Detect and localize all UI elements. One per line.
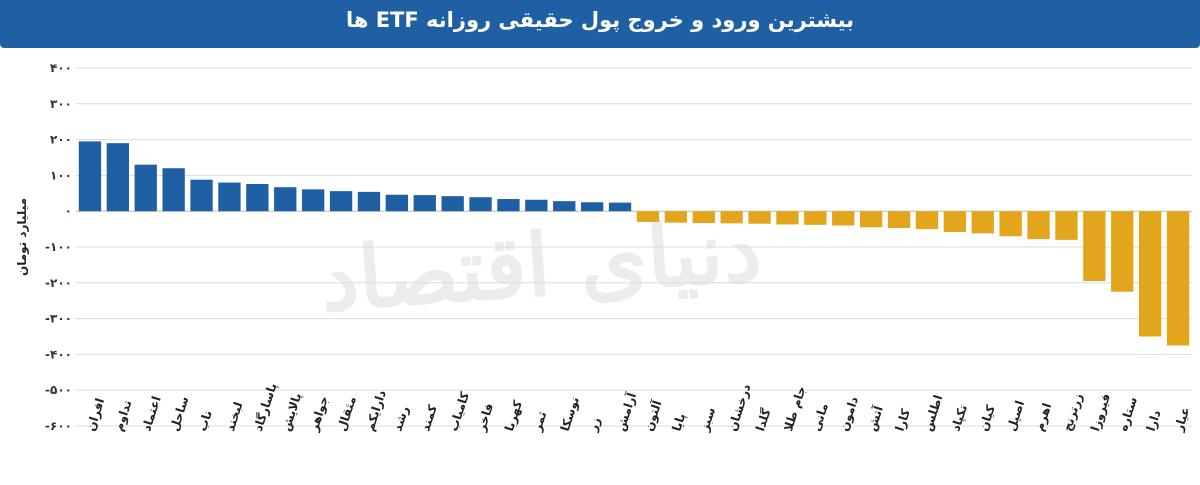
- bar: [525, 199, 548, 212]
- category-label: اهرم: [1032, 401, 1055, 433]
- category-label: ستاره: [1116, 395, 1140, 433]
- bar: [664, 211, 688, 223]
- bar: [748, 211, 771, 224]
- category-label: دامون: [837, 395, 862, 433]
- bar: [971, 211, 994, 234]
- bar: [134, 164, 157, 212]
- y-tick-label: -۲۰۰: [45, 276, 72, 290]
- bar: [441, 196, 464, 212]
- bar: [943, 211, 967, 232]
- y-tick-labels: ۴۰۰ ۳۰۰ ۲۰۰ ۱۰۰ ۰ -۱۰۰ -۲۰۰ -۳۰۰ -۴۰۰ -۵۰۰ -۶۰۰: [45, 61, 72, 433]
- bar: [720, 211, 743, 224]
- chart-title: بیشترین ورود و خروج پول حقیقی روزانه ETF…: [345, 8, 855, 32]
- y-tick-label: ۱۰۰: [50, 168, 72, 182]
- category-label: اصیل: [1004, 399, 1027, 433]
- category-label: اطلس: [920, 393, 945, 433]
- category-label: افران: [83, 396, 107, 432]
- category-label: اعتماد: [139, 394, 163, 432]
- title-bar: بیشترین ورود و خروج پول حقیقی روزانه ETF…: [0, 0, 1200, 48]
- bar: [78, 141, 102, 212]
- category-label: ثمر: [530, 410, 550, 434]
- y-tick-label: ۳۰۰: [50, 97, 72, 111]
- y-tick-label: ۴۰۰: [50, 61, 72, 75]
- category-label: جواهر: [306, 394, 332, 434]
- category-label: تکپاد: [948, 403, 970, 433]
- bar: [776, 211, 799, 225]
- y-tick-label: ۲۰۰: [50, 133, 72, 147]
- bar: [999, 211, 1022, 237]
- category-label: سبز: [697, 406, 718, 434]
- bar: [859, 211, 883, 228]
- bar: [692, 211, 715, 224]
- bar: [301, 189, 325, 212]
- bar: [497, 199, 520, 212]
- category-label: کمند: [418, 403, 440, 433]
- bar: [246, 183, 269, 212]
- bar: [580, 202, 604, 212]
- bar: [385, 194, 409, 212]
- category-label: پالایش: [279, 391, 304, 433]
- bar-chart: ۴۰۰ ۳۰۰ ۲۰۰ ۱۰۰ ۰ -۱۰۰ -۲۰۰ -۳۰۰ -۴۰۰ -۵۰۰ -۶۰۰ اف…: [45, 61, 1192, 434]
- bar: [218, 182, 241, 212]
- bar: [1138, 211, 1162, 337]
- category-label: کارا: [893, 407, 913, 433]
- bar: [469, 197, 492, 212]
- bar: [1083, 211, 1106, 282]
- bar: [162, 168, 185, 212]
- category-label: کهربا: [502, 399, 525, 433]
- bar: [1055, 211, 1078, 240]
- grid-layer: [76, 67, 1192, 427]
- category-label: کیان: [976, 403, 998, 433]
- bar: [832, 211, 855, 226]
- bar: [636, 211, 660, 222]
- category-label: مثقال: [335, 394, 359, 432]
- bar: [608, 202, 632, 212]
- bar: [413, 195, 436, 212]
- y-tick-label: -۳۰۰: [45, 312, 72, 326]
- y-tick-label: ۰: [65, 204, 72, 218]
- category-label: زر: [585, 415, 603, 434]
- category-label: آتش: [864, 403, 886, 433]
- bar: [329, 191, 353, 212]
- bar: [887, 211, 911, 229]
- category-label: مانی: [809, 401, 831, 433]
- category-label: آلتون: [641, 398, 666, 434]
- category-label: لبخند: [223, 400, 246, 433]
- bar: [274, 187, 297, 212]
- y-tick-label: -۶۰۰: [45, 419, 72, 433]
- bar: [106, 143, 130, 212]
- category-label: پاسارگاد: [251, 381, 280, 433]
- bar: [553, 201, 576, 212]
- category-label: ساحل: [167, 395, 191, 433]
- bar: [1166, 211, 1190, 346]
- y-tick-label: -۵۰۰: [45, 383, 72, 397]
- category-label: فاخر: [474, 402, 496, 434]
- category-label: فیروزا: [1088, 392, 1114, 433]
- bar: [804, 211, 827, 225]
- y-tick-label: -۱۰۰: [45, 240, 72, 254]
- bars: [78, 141, 1190, 346]
- category-label: تداوم: [111, 398, 135, 433]
- bar: [1111, 211, 1134, 292]
- bar: [1027, 211, 1050, 240]
- category-label: ناب: [195, 409, 215, 433]
- bar: [357, 191, 381, 212]
- category-label: گلدا: [753, 407, 773, 433]
- category-label: عیار: [1171, 405, 1192, 434]
- bar: [190, 179, 213, 212]
- category-label: زرترنج: [1060, 391, 1085, 432]
- category-label: دارا: [1144, 408, 1164, 433]
- category-label: رشد: [390, 404, 411, 433]
- category-label: پایا: [669, 411, 688, 432]
- bar: [915, 211, 939, 230]
- y-tick-label: -۴۰۰: [45, 347, 72, 361]
- category-label: کامیاب: [446, 390, 472, 433]
- category-label: نوسکا: [558, 395, 583, 433]
